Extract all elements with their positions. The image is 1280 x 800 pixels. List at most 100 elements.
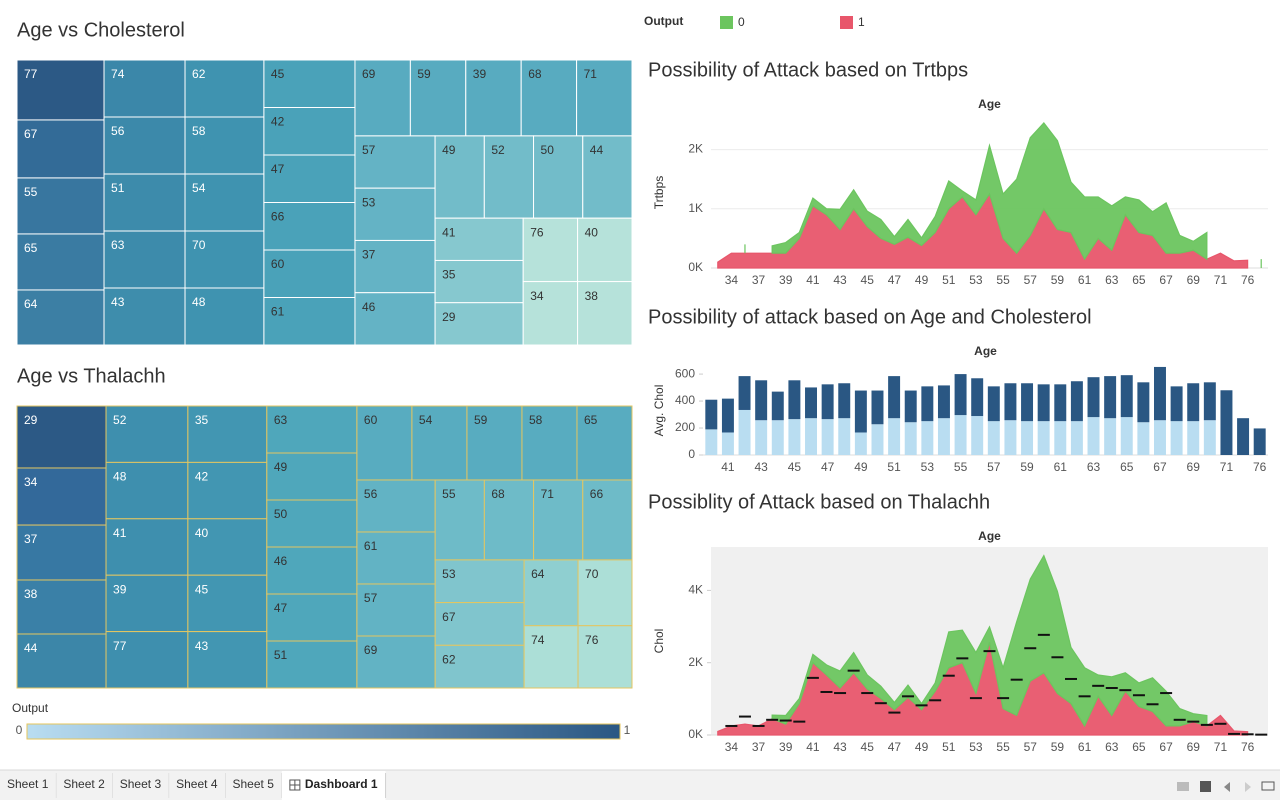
icon-next[interactable] xyxy=(1245,782,1251,792)
treemap-label: 59 xyxy=(474,413,488,427)
bar xyxy=(937,385,950,419)
treemap-label: 61 xyxy=(271,305,285,319)
bar xyxy=(738,376,751,410)
treemap-cell xyxy=(576,405,633,481)
tab[interactable]: Sheet 1 xyxy=(0,771,57,800)
x-tick-label: 51 xyxy=(942,740,956,754)
treemap-cell xyxy=(103,116,186,175)
bar xyxy=(705,429,718,455)
treemap-label: 49 xyxy=(442,143,456,157)
tab[interactable]: Sheet 3 xyxy=(112,771,170,800)
treemap-label: 67 xyxy=(24,127,38,141)
bar xyxy=(1021,383,1034,422)
treemap-label: 62 xyxy=(442,652,456,666)
bar xyxy=(1154,366,1166,421)
treemap-label: 52 xyxy=(113,413,127,427)
treemap-cell xyxy=(521,405,578,481)
treemap-cell xyxy=(105,461,189,520)
y-axis-title: Avg. Chol xyxy=(652,385,666,437)
bar xyxy=(805,387,817,419)
treemap-cell xyxy=(187,518,268,576)
icon-square[interactable] xyxy=(1200,781,1211,792)
bar xyxy=(1004,383,1017,421)
icon-prev[interactable] xyxy=(1224,782,1230,792)
treemap-cell xyxy=(356,479,436,533)
bar xyxy=(1037,421,1050,455)
treemap-label: 61 xyxy=(364,539,378,553)
x-tick-label: 63 xyxy=(1105,273,1119,287)
icon-present[interactable] xyxy=(1261,781,1275,791)
bar xyxy=(721,432,734,455)
tab[interactable]: Sheet 5 xyxy=(225,771,283,800)
treemap-label: 70 xyxy=(585,567,599,581)
treemap-cell xyxy=(577,559,633,627)
bar xyxy=(1187,421,1200,455)
treemap-cell xyxy=(16,119,105,179)
x-tick-label: 57 xyxy=(1024,273,1038,287)
bar xyxy=(854,390,867,433)
treemap-cell xyxy=(434,217,524,261)
treemap-cell xyxy=(434,559,525,604)
bar xyxy=(1120,375,1133,418)
bar xyxy=(1104,376,1117,419)
legend-swatch xyxy=(840,16,853,29)
tab[interactable]: Sheet 2 xyxy=(56,771,114,800)
bar xyxy=(1070,381,1083,422)
treemap-cell xyxy=(354,135,436,189)
treemap-cell xyxy=(576,59,633,137)
treemap-label: 49 xyxy=(274,460,288,474)
treemap-label: 56 xyxy=(111,124,125,138)
treemap-label: 40 xyxy=(585,225,599,239)
treemap-label: 37 xyxy=(24,532,38,546)
treemap-label: 41 xyxy=(113,526,127,540)
y-tick-label: 1K xyxy=(688,201,703,215)
treemap-cell xyxy=(483,479,535,561)
treemap-cell xyxy=(263,202,356,251)
area xyxy=(744,121,1262,268)
treemap-cell xyxy=(103,59,186,118)
x-tick-label: 49 xyxy=(854,460,868,474)
x-tick-label: 71 xyxy=(1220,460,1234,474)
y-axis-title: Trtbps xyxy=(652,176,666,210)
bar xyxy=(1170,386,1183,422)
treemap-label: 39 xyxy=(113,582,127,596)
bar xyxy=(821,419,834,455)
treemap-cell xyxy=(533,479,584,561)
x-tick-label: 67 xyxy=(1153,460,1167,474)
x-tick-label: 65 xyxy=(1132,740,1146,754)
tab-background xyxy=(56,771,113,800)
treemap-label: 64 xyxy=(24,297,38,311)
bar xyxy=(1220,390,1233,455)
treemap-cell xyxy=(105,631,189,689)
treemap-label: 68 xyxy=(491,487,505,501)
treemap-label: 38 xyxy=(585,289,599,303)
treemap-cell xyxy=(266,499,358,548)
treemap-cell xyxy=(520,59,578,137)
x-tick-label: 57 xyxy=(987,460,1001,474)
chart-title: Age vs Cholesterol xyxy=(17,19,185,41)
legend-title: Output xyxy=(644,14,683,28)
toolbar-icons xyxy=(1177,781,1275,792)
x-tick-label: 37 xyxy=(752,740,766,754)
treemap-label: 35 xyxy=(442,268,456,282)
tab[interactable]: Sheet 4 xyxy=(169,771,226,800)
bar xyxy=(904,390,917,423)
bar xyxy=(1070,421,1083,455)
bar xyxy=(1170,421,1183,455)
icon-grid[interactable] xyxy=(1177,782,1189,791)
bar xyxy=(888,418,901,455)
x-tick-label: 55 xyxy=(996,273,1010,287)
treemap-cell xyxy=(16,579,107,635)
treemap-label: 69 xyxy=(364,643,378,657)
x-tick-label: 43 xyxy=(833,273,847,287)
x-tick-label: 37 xyxy=(752,273,766,287)
bar xyxy=(838,383,851,419)
tab[interactable]: Dashboard 1 xyxy=(281,771,387,800)
treemap-cell xyxy=(184,116,265,175)
color-ramp-bar xyxy=(26,723,621,740)
tab-icon xyxy=(289,779,301,791)
legend-swatch xyxy=(720,16,733,29)
treemap-label: 45 xyxy=(271,67,285,81)
tab-label: Dashboard 1 xyxy=(305,777,378,791)
treemap-label: 39 xyxy=(473,67,487,81)
